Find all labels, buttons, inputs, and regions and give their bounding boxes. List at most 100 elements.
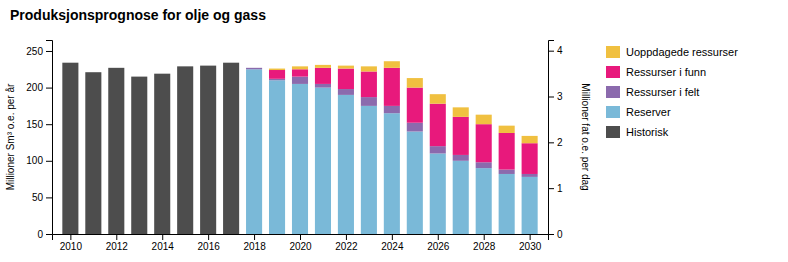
tick: 2024 bbox=[381, 234, 404, 252]
tick: 1 bbox=[548, 183, 563, 194]
tick-label: 2018 bbox=[243, 241, 266, 252]
legend-item: Uoppdagede ressurser bbox=[606, 46, 738, 58]
bar bbox=[499, 170, 515, 174]
tick: 2014 bbox=[152, 234, 175, 252]
legend-label: Historisk bbox=[626, 126, 669, 138]
tick: 100 bbox=[26, 155, 52, 166]
tick-mark bbox=[300, 234, 301, 240]
tick: 2018 bbox=[243, 234, 266, 252]
legend-label: Reserver bbox=[626, 106, 671, 118]
bar bbox=[430, 94, 446, 104]
tick: 200 bbox=[26, 82, 52, 93]
bar bbox=[246, 67, 262, 68]
bar bbox=[292, 77, 308, 84]
tick: 150 bbox=[26, 119, 52, 130]
tick-label: 0 bbox=[557, 229, 563, 240]
bar bbox=[476, 124, 492, 162]
bar bbox=[269, 79, 285, 80]
tick-mark bbox=[548, 51, 554, 52]
bar bbox=[453, 161, 469, 234]
title: Produksjonsprognose for olje og gass bbox=[10, 7, 266, 23]
bar bbox=[430, 146, 446, 153]
bar bbox=[476, 115, 492, 125]
tick-label: 2 bbox=[557, 137, 563, 148]
bar bbox=[384, 61, 400, 68]
tick-label: 250 bbox=[26, 46, 43, 57]
tick-mark bbox=[208, 234, 209, 240]
bar bbox=[246, 69, 262, 234]
bar bbox=[338, 89, 354, 95]
tick-mark bbox=[548, 234, 554, 235]
tick-label: 1 bbox=[557, 183, 563, 194]
bar bbox=[338, 66, 354, 69]
bar bbox=[407, 88, 423, 123]
axis-line bbox=[53, 235, 549, 241]
bar bbox=[223, 63, 239, 234]
bar bbox=[430, 104, 446, 146]
tick-mark bbox=[46, 161, 52, 162]
x-axis: 2010201220142016201820202022202420262028… bbox=[53, 234, 549, 252]
tick: 2030 bbox=[519, 234, 542, 252]
legend-swatch bbox=[606, 66, 620, 78]
bar bbox=[522, 177, 538, 234]
tick-label: 2028 bbox=[473, 241, 496, 252]
tick-mark bbox=[548, 142, 554, 143]
tick: 2022 bbox=[335, 234, 358, 252]
bar bbox=[315, 84, 331, 88]
bar bbox=[407, 123, 423, 132]
tick-mark bbox=[548, 188, 554, 189]
bar bbox=[292, 66, 308, 69]
bar bbox=[338, 69, 354, 89]
bar bbox=[200, 66, 216, 234]
tick-label: 2020 bbox=[289, 241, 312, 252]
tick-label: 200 bbox=[26, 82, 43, 93]
tick-label: 2010 bbox=[60, 241, 83, 252]
bar bbox=[154, 74, 170, 234]
tick-label: 2012 bbox=[106, 241, 129, 252]
legend-item: Historisk bbox=[606, 126, 669, 138]
bar bbox=[476, 162, 492, 168]
y-axis-label: Millioner Sm³ o.e. per år bbox=[5, 83, 16, 190]
bar bbox=[292, 69, 308, 76]
tick-mark bbox=[46, 51, 52, 52]
tick-label: 3 bbox=[557, 91, 563, 102]
legend-swatch bbox=[606, 46, 620, 58]
legend: Uoppdagede ressurserRessurser i funnRess… bbox=[606, 46, 738, 138]
tick: 2012 bbox=[106, 234, 129, 252]
bar bbox=[108, 68, 124, 234]
legend-swatch bbox=[606, 86, 620, 98]
legend-swatch bbox=[606, 106, 620, 118]
tick: 2026 bbox=[427, 234, 450, 252]
tick-label: 150 bbox=[26, 119, 43, 130]
tick-label: 2024 bbox=[381, 241, 404, 252]
tick-mark bbox=[162, 234, 163, 240]
tick-mark bbox=[46, 88, 52, 89]
tick-mark bbox=[530, 234, 531, 240]
tick: 2028 bbox=[473, 234, 496, 252]
tick-mark bbox=[484, 234, 485, 240]
bar bbox=[499, 174, 515, 234]
y2-axis-label: Millioner fat o.e. per dag bbox=[580, 83, 591, 190]
tick: 50 bbox=[32, 192, 52, 203]
tick-label: 0 bbox=[37, 229, 43, 240]
tick: 0 bbox=[37, 229, 52, 240]
bar bbox=[522, 143, 538, 174]
legend-item: Ressurser i funn bbox=[606, 66, 706, 78]
bar bbox=[246, 67, 262, 68]
tick-label: 2030 bbox=[519, 241, 542, 252]
bar bbox=[453, 155, 469, 161]
tick-mark bbox=[346, 234, 347, 240]
y2-axis: 01234 bbox=[548, 41, 563, 240]
tick: 3 bbox=[548, 91, 563, 102]
tick-label: 2022 bbox=[335, 241, 358, 252]
legend-label: Uoppdagede ressurser bbox=[626, 46, 738, 58]
y-axis: 0 50 100 150 200 250 bbox=[26, 41, 52, 240]
bar bbox=[453, 107, 469, 117]
bar bbox=[338, 95, 354, 234]
tick-label: 2026 bbox=[427, 241, 450, 252]
bar bbox=[315, 68, 331, 84]
bar bbox=[407, 132, 423, 234]
bar bbox=[361, 97, 377, 106]
tick-mark bbox=[392, 234, 393, 240]
bar bbox=[269, 80, 285, 234]
